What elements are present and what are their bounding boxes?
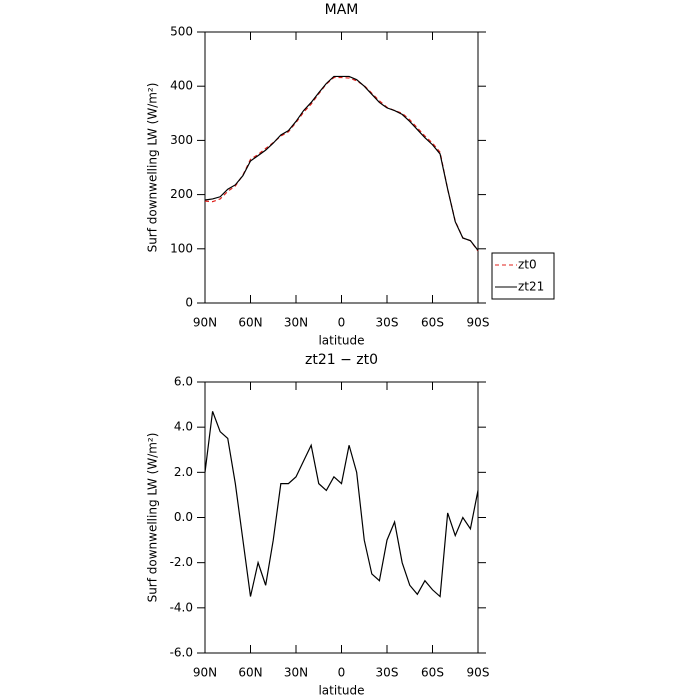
chart-title: zt21 − zt0: [305, 352, 378, 368]
x-tick-label: 30S: [376, 666, 399, 680]
y-tick-label: 200: [170, 187, 193, 201]
x-tick-label: 90N: [193, 316, 217, 330]
y-tick-label: 400: [170, 79, 193, 93]
x-axis-label: latitude: [318, 334, 364, 348]
legend-label: zt0: [518, 258, 537, 272]
y-tick-label: 0: [185, 296, 193, 310]
legend-label: zt21: [518, 280, 544, 294]
x-tick-label: 0: [338, 666, 346, 680]
x-tick-label: 30N: [284, 316, 308, 330]
y-tick-label: 500: [170, 25, 193, 39]
y-tick-label: 0.0: [174, 510, 193, 524]
x-tick-label: 30S: [376, 316, 399, 330]
x-tick-label: 60S: [421, 316, 444, 330]
y-tick-label: 4.0: [174, 420, 193, 434]
x-tick-label: 60N: [238, 666, 262, 680]
x-axis-label: latitude: [318, 684, 364, 698]
y-axis-label: Surf downwelling LW (W/m²): [146, 83, 160, 253]
data-line: [204, 75, 479, 251]
plot-frame: [204, 381, 479, 654]
y-tick-label: 6.0: [174, 375, 193, 389]
x-tick-label: 0: [338, 316, 346, 330]
x-tick-label: 90N: [193, 666, 217, 680]
y-tick-label: 2.0: [174, 465, 193, 479]
legend-box: [491, 252, 555, 300]
y-tick-label: 300: [170, 133, 193, 147]
chart-title: MAM: [325, 2, 359, 18]
data-line: [204, 76, 479, 252]
y-tick-label: -6.0: [170, 646, 193, 660]
y-tick-label: -2.0: [170, 555, 193, 569]
data-line: [204, 411, 479, 598]
x-tick-label: 90S: [467, 666, 490, 680]
y-tick-label: 100: [170, 241, 193, 255]
x-tick-label: 90S: [467, 316, 490, 330]
y-tick-label: -4.0: [170, 600, 193, 614]
y-axis-label: Surf downwelling LW (W/m²): [146, 433, 160, 603]
x-tick-label: 60N: [238, 316, 262, 330]
x-tick-label: 60S: [421, 666, 444, 680]
x-tick-label: 30N: [284, 666, 308, 680]
